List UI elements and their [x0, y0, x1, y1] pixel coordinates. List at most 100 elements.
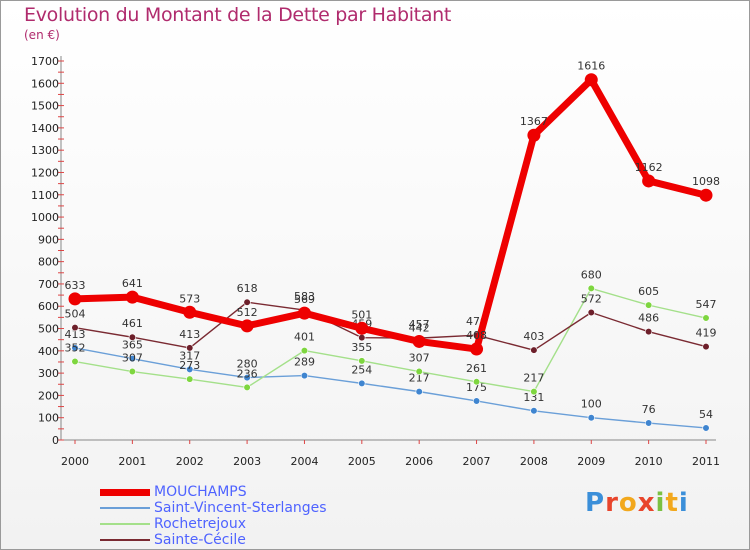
legend-label: Sainte-Cécile — [154, 532, 246, 548]
data-point-rochetrejoux — [472, 378, 481, 386]
y-tick-label: 300 — [38, 367, 59, 380]
legend-swatch — [100, 488, 150, 496]
data-label-mouchamps: 408 — [466, 329, 487, 342]
y-tick-label: 1000 — [31, 211, 59, 224]
data-label-saint-vincent-sterlanges: 317 — [179, 349, 200, 362]
data-label-saint-vincent-sterlanges: 413 — [65, 328, 86, 341]
data-point-rochetrejoux — [243, 383, 251, 391]
data-label-saint-vincent-sterlanges: 76 — [642, 403, 656, 416]
y-tick-label: 1200 — [31, 166, 59, 179]
data-label-mouchamps: 1098 — [692, 175, 720, 188]
data-label-sainte-cecile: 486 — [638, 312, 659, 325]
y-tick-label: 1400 — [31, 122, 59, 135]
x-tick-label: 2005 — [348, 455, 376, 468]
data-point-saint-vincent-sterlanges — [128, 355, 136, 363]
data-label-rochetrejoux: 605 — [638, 285, 659, 298]
data-point-saint-vincent-sterlanges — [300, 371, 309, 380]
data-point-mouchamps — [183, 305, 197, 319]
data-point-saint-vincent-sterlanges — [530, 407, 538, 415]
data-point-rochetrejoux — [415, 367, 423, 376]
data-label-rochetrejoux: 273 — [179, 359, 200, 372]
data-label-mouchamps: 569 — [294, 293, 315, 306]
y-tick-label: 1700 — [31, 55, 59, 68]
series-line-mouchamps — [71, 76, 710, 353]
data-label-sainte-cecile: 504 — [65, 308, 86, 321]
data-point-saint-vincent-sterlanges — [472, 397, 481, 405]
legend-label: MOUCHAMPS — [154, 484, 247, 500]
data-point-saint-vincent-sterlanges — [415, 388, 423, 396]
data-label-mouchamps: 512 — [237, 306, 258, 319]
data-label-mouchamps: 1367 — [520, 115, 548, 128]
chart-subtitle: (en €) — [24, 28, 60, 42]
data-label-sainte-cecile: 618 — [237, 282, 258, 295]
chart-title: Evolution du Montant de la Dette par Hab… — [24, 4, 452, 26]
data-point-mouchamps — [297, 306, 311, 320]
data-label-mouchamps: 641 — [122, 277, 143, 290]
data-label-rochetrejoux: 401 — [294, 331, 315, 344]
legend-item-saint-vincent-sterlanges: Saint-Vincent-Sterlanges — [100, 500, 327, 516]
data-label-rochetrejoux: 217 — [523, 372, 544, 385]
legend-item-sainte-cecile: Sainte-Cécile — [100, 532, 327, 548]
data-label-sainte-cecile: 461 — [122, 317, 143, 330]
data-point-rochetrejoux — [128, 367, 136, 376]
data-label-saint-vincent-sterlanges: 254 — [351, 363, 372, 376]
legend: MOUCHAMPS Saint-Vincent-Sterlanges Roche… — [100, 484, 327, 548]
data-label-sainte-cecile: 419 — [696, 327, 717, 340]
data-label-saint-vincent-sterlanges: 289 — [294, 356, 315, 369]
data-point-sainte-cecile — [587, 308, 595, 317]
data-label-rochetrejoux: 680 — [581, 268, 602, 281]
y-tick-label: 500 — [38, 323, 59, 336]
data-point-saint-vincent-sterlanges — [702, 424, 710, 432]
data-label-saint-vincent-sterlanges: 175 — [466, 381, 487, 394]
data-point-mouchamps — [412, 334, 426, 348]
data-point-mouchamps — [470, 342, 484, 356]
y-tick-label: 1500 — [31, 100, 59, 113]
data-point-mouchamps — [68, 292, 82, 306]
data-label-sainte-cecile: 413 — [179, 328, 200, 341]
x-tick-label: 2009 — [577, 455, 605, 468]
y-tick-label: 1300 — [31, 144, 59, 157]
data-point-mouchamps — [125, 290, 139, 304]
proxiti-logo: Proxiti — [585, 488, 689, 518]
x-tick-label: 2000 — [61, 455, 89, 468]
data-point-sainte-cecile — [243, 298, 251, 306]
data-point-rochetrejoux — [702, 314, 710, 322]
data-label-rochetrejoux: 236 — [237, 367, 258, 380]
legend-label: Saint-Vincent-Sterlanges — [154, 500, 327, 516]
x-tick-label: 2004 — [290, 455, 318, 468]
data-point-saint-vincent-sterlanges — [71, 344, 79, 352]
data-label-saint-vincent-sterlanges: 54 — [699, 408, 713, 421]
data-point-mouchamps — [240, 319, 254, 333]
data-point-rochetrejoux — [587, 284, 595, 293]
data-label-rochetrejoux: 352 — [65, 342, 86, 355]
legend-label: Rochetrejoux — [154, 516, 247, 532]
y-tick-label: 1100 — [31, 189, 59, 202]
data-point-rochetrejoux — [358, 357, 366, 365]
data-point-mouchamps — [355, 321, 369, 335]
data-label-mouchamps: 633 — [65, 279, 86, 292]
x-tick-label: 2003 — [233, 455, 261, 468]
data-label-saint-vincent-sterlanges: 365 — [122, 339, 143, 352]
data-point-saint-vincent-sterlanges — [186, 365, 194, 373]
x-tick-label: 2010 — [635, 455, 663, 468]
y-tick-label: 400 — [38, 345, 59, 358]
data-label-saint-vincent-sterlanges: 217 — [409, 372, 430, 385]
data-label-saint-vincent-sterlanges: 100 — [581, 398, 602, 411]
data-point-saint-vincent-sterlanges — [645, 419, 653, 427]
legend-swatch — [100, 523, 150, 525]
data-point-sainte-cecile — [128, 333, 136, 341]
x-tick-label: 2008 — [520, 455, 548, 468]
data-point-sainte-cecile — [530, 346, 538, 354]
data-label-rochetrejoux: 547 — [696, 298, 717, 311]
legend-swatch — [100, 507, 150, 509]
data-point-saint-vincent-sterlanges — [358, 379, 366, 387]
data-label-saint-vincent-sterlanges: 131 — [523, 391, 544, 404]
x-tick-label: 2006 — [405, 455, 433, 468]
legend-swatch — [100, 539, 150, 541]
y-tick-label: 600 — [38, 300, 59, 313]
data-point-saint-vincent-sterlanges — [243, 373, 251, 382]
data-point-rochetrejoux — [530, 388, 538, 396]
data-point-mouchamps — [642, 174, 656, 188]
legend-item-mouchamps: MOUCHAMPS — [100, 484, 327, 500]
